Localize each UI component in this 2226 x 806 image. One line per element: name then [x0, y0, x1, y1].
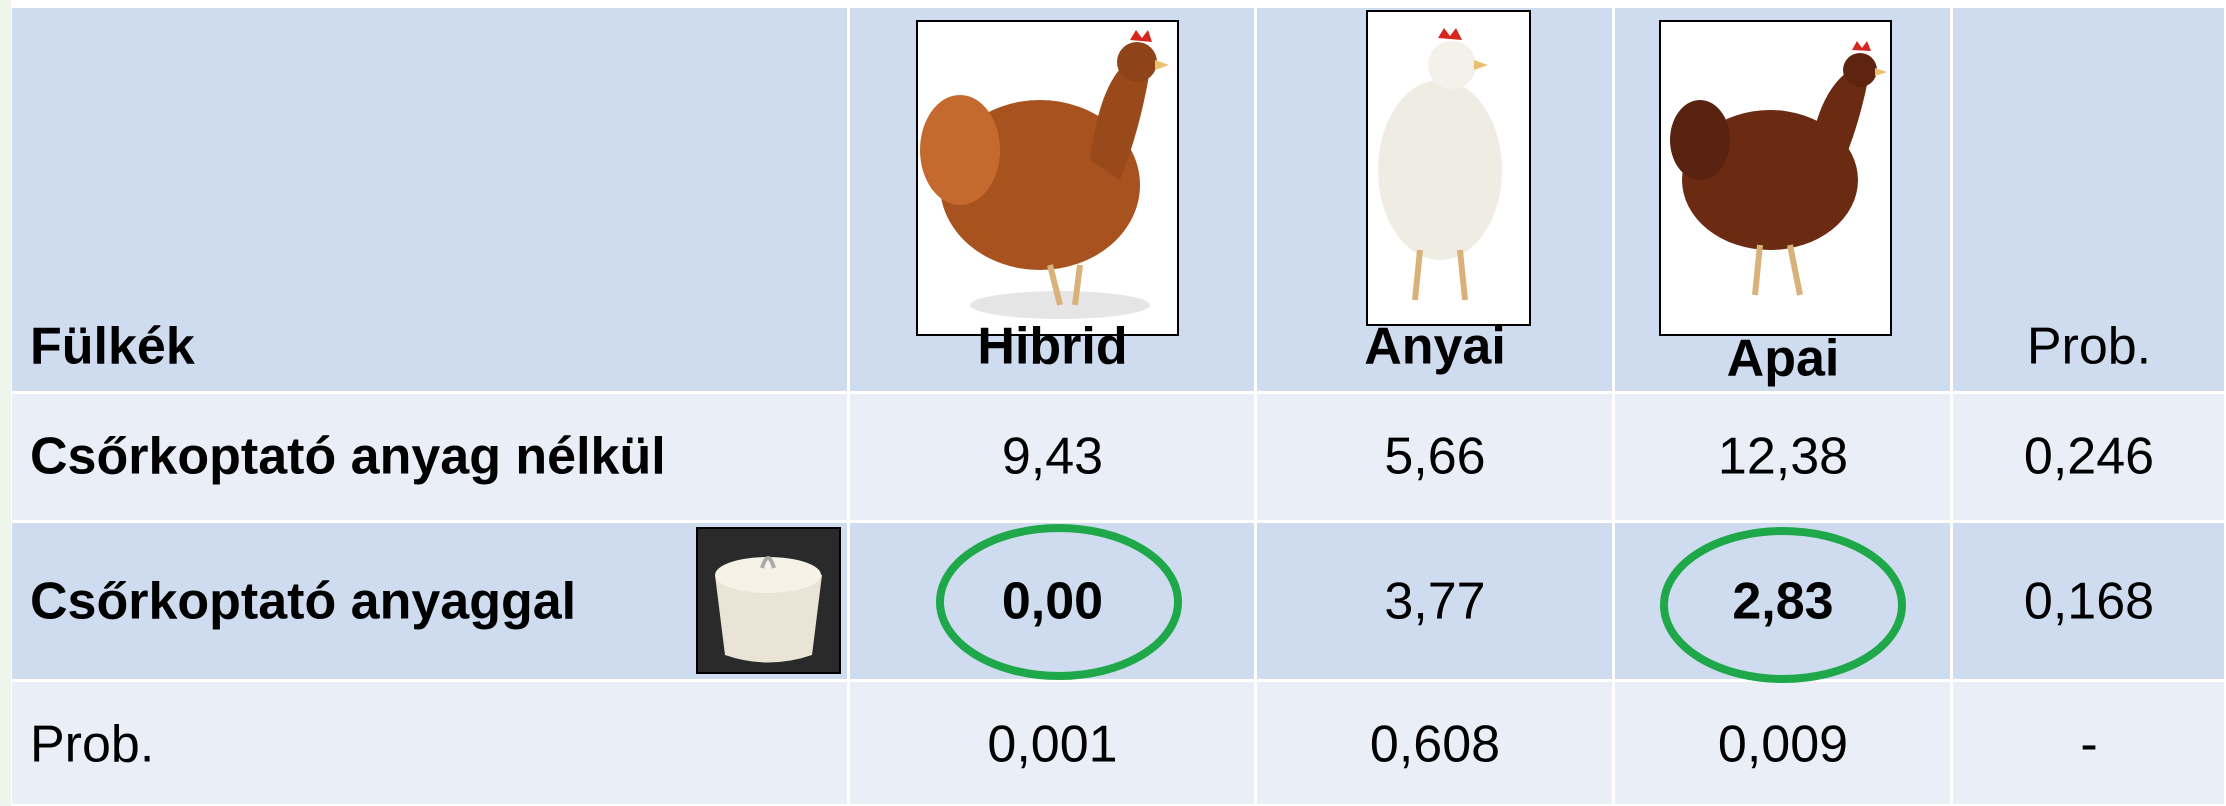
value-cell: 0,001	[987, 716, 1117, 774]
header-cell: Fülkék	[30, 318, 195, 376]
value-cell: -	[2080, 716, 2097, 774]
value-cell: 0,608	[1370, 716, 1500, 774]
header-cell: Apai	[1727, 330, 1840, 388]
row-label: Csőrkoptató anyaggal	[30, 573, 576, 631]
page: {"table": { "header": ["Fülkék", "Hibrid…	[0, 0, 2226, 806]
father-hen-image	[1660, 21, 1891, 335]
header-cell: Anyai	[1364, 318, 1506, 376]
row-label: Prob.	[30, 716, 154, 774]
value-cell: 0,168	[2024, 573, 2154, 631]
value-cell: 12,38	[1718, 428, 1848, 486]
row-label: Csőrkoptató anyag nélkül	[30, 428, 666, 486]
comparison-table: Fülkék Hibrid Anyai Apai Prob. Csőrkoptató an…	[0, 0, 2226, 806]
value-cell: 9,43	[1002, 428, 1103, 486]
value-cell: 0,00	[1002, 573, 1103, 631]
side-strip	[0, 0, 11, 806]
value-cell: 2,83	[1732, 573, 1833, 631]
mother-hen-image	[1367, 11, 1530, 325]
value-cell: 5,66	[1384, 428, 1485, 486]
value-cell: 0,009	[1718, 716, 1848, 774]
header-cell: Hibrid	[977, 318, 1127, 376]
value-cell: 3,77	[1384, 573, 1485, 631]
hybrid-hen-image	[917, 21, 1178, 335]
value-cell: 0,246	[2024, 428, 2154, 486]
header-cell: Prob.	[2027, 318, 2151, 376]
grinding-block-image	[697, 528, 840, 673]
